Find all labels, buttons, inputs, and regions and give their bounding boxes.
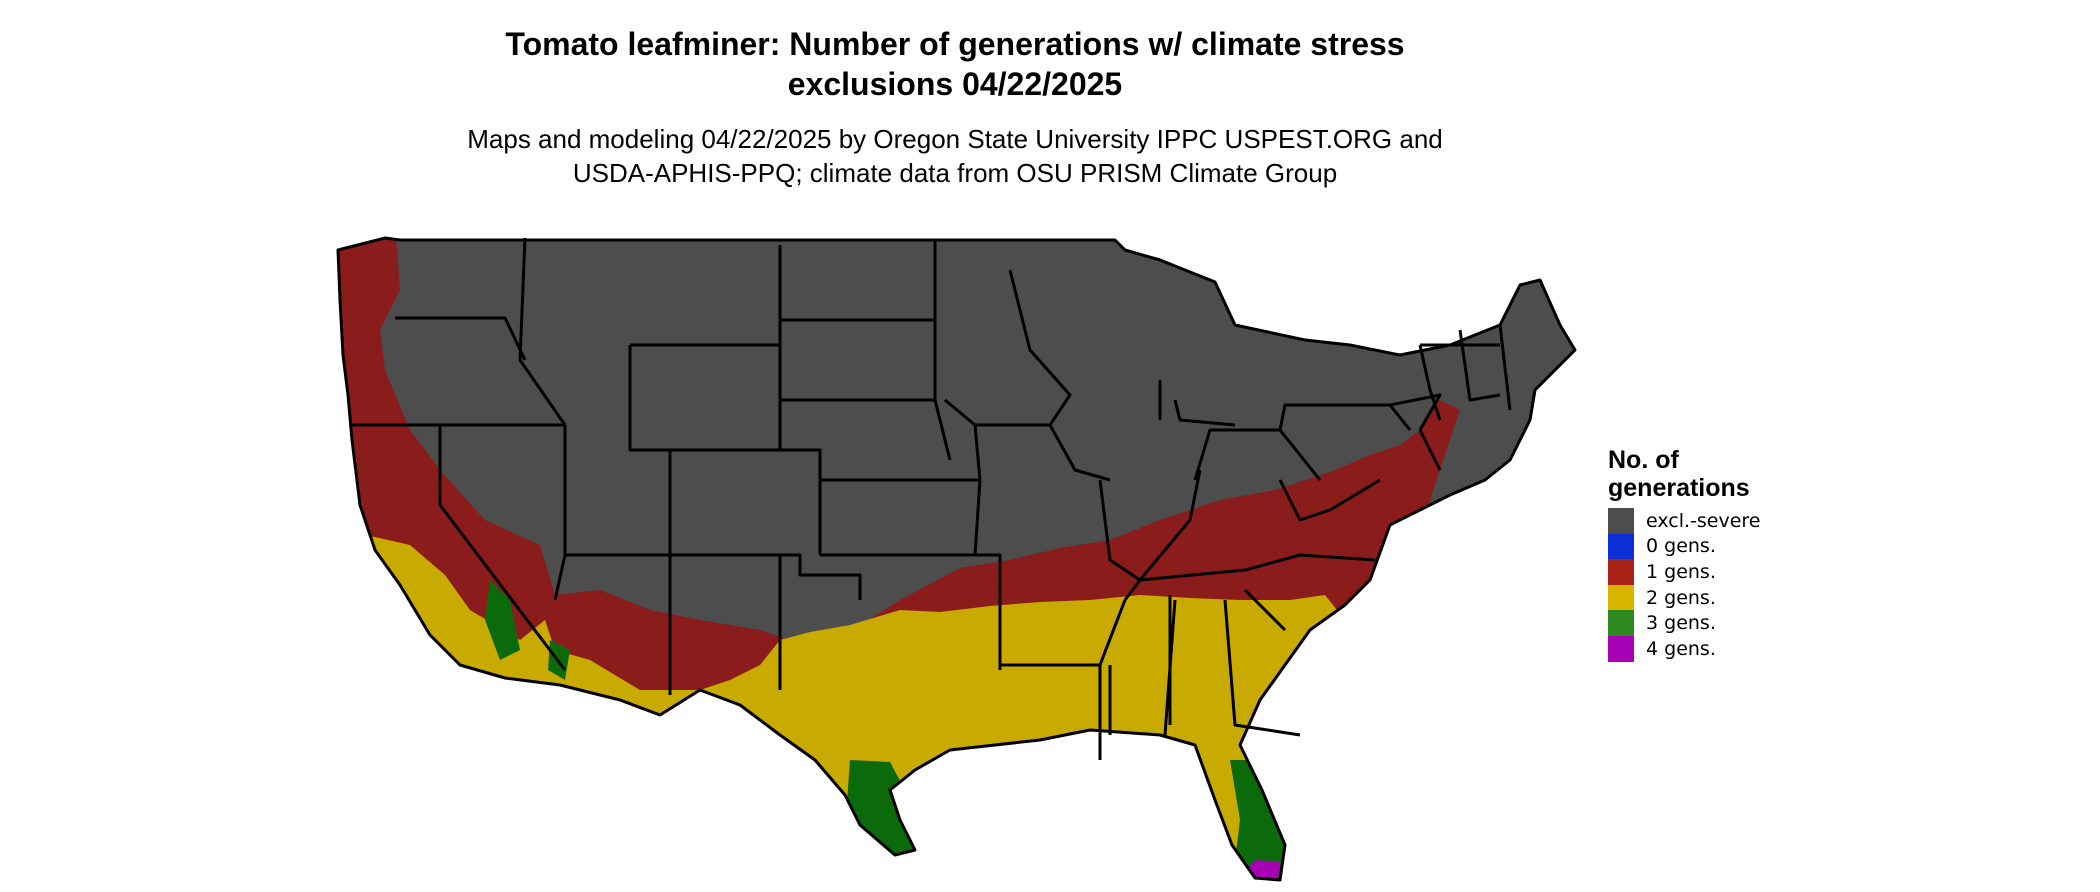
- legend-item-3-gens: 3 gens.: [1608, 610, 1908, 636]
- legend-swatch-1-gens: [1608, 559, 1634, 585]
- us-outline: [336, 236, 1577, 882]
- legend-title-line-1: No. of: [1608, 446, 1679, 474]
- legend-swatch-2-gens: [1608, 584, 1634, 611]
- legend-item-2-gens: 2 gens.: [1608, 584, 1908, 611]
- map-subtitle-line-1: Maps and modeling 04/22/2025 by Oregon S…: [467, 124, 1443, 154]
- legend-swatch-4-gens: [1608, 635, 1634, 662]
- legend-label-0-gens: 0 gens.: [1646, 535, 1716, 558]
- map-title: Tomato leafminer: Number of generations …: [330, 24, 1580, 104]
- legend-label-3-gens: 3 gens.: [1646, 612, 1716, 635]
- legend-swatch-0-gens: [1608, 533, 1634, 560]
- map-subtitle: Maps and modeling 04/22/2025 by Oregon S…: [330, 122, 1580, 190]
- legend-item-0-gens: 0 gens.: [1608, 533, 1908, 560]
- legend-label-1-gens: 1 gens.: [1646, 560, 1716, 583]
- legend-label-excluded: excl.-severe: [1646, 509, 1761, 532]
- map-subtitle-line-2: USDA-APHIS-PPQ; climate data from OSU PR…: [572, 158, 1338, 188]
- legend-item-4-gens: 4 gens.: [1608, 635, 1908, 662]
- legend-swatch-3-gens: [1608, 610, 1634, 636]
- legend-item-1-gens: 1 gens.: [1608, 559, 1908, 585]
- zone-three-generations: [485, 580, 1290, 880]
- legend-label-4-gens: 4 gens.: [1646, 637, 1716, 660]
- map-title-line-2: exclusions 04/22/2025: [787, 66, 1123, 102]
- legend-label-2-gens: 2 gens.: [1646, 586, 1716, 609]
- legend-title-line-2: generations: [1608, 474, 1750, 502]
- state-lines: [350, 237, 1512, 760]
- legend-swatch-excluded: [1608, 508, 1634, 534]
- legend: No. of generations excl.-severe 0 gens. …: [1608, 446, 1908, 662]
- legend-title: No. of generations: [1608, 446, 1908, 502]
- legend-item-excluded: excl.-severe: [1608, 508, 1908, 534]
- map-title-line-1: Tomato leafminer: Number of generations …: [505, 26, 1405, 62]
- state-borders: [336, 236, 1577, 882]
